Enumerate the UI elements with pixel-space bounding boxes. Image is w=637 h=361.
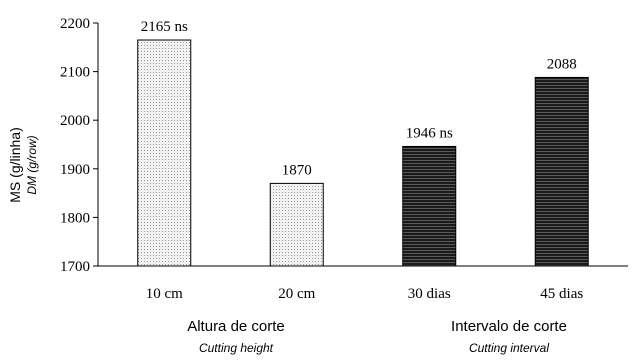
bar-10-cm [137, 39, 192, 267]
x-tick-label: 45 dias [540, 286, 583, 302]
group-label-cutting-interval: Intervalo de corte Cutting interval [451, 318, 567, 355]
group-sublabel-cutting-height: Cutting height [199, 341, 274, 355]
bar-20-cm [269, 182, 324, 267]
group-label-altura: Altura de corte [187, 318, 285, 335]
x-axis-tick-labels: 10 cm 20 cm 30 dias 45 dias [146, 286, 584, 302]
bar-45-dias [534, 76, 589, 267]
group-sublabel-cutting-interval: Cutting interval [469, 341, 549, 355]
y-tick-label: 2100 [60, 65, 90, 81]
x-tick-label: 10 cm [146, 286, 183, 302]
y-tick-label: 1900 [60, 162, 90, 178]
bar-30-dias [402, 145, 457, 267]
data-label: 1870 [282, 162, 312, 178]
group-label-intervalo: Intervalo de corte [451, 318, 567, 335]
x-tick-label: 30 dias [408, 286, 451, 302]
y-axis-title: MS (g/linha) DM (g/row) [7, 127, 39, 202]
y-axis-sublabel: DM (g/row) [25, 135, 39, 194]
data-label: 2088 [547, 56, 577, 72]
x-tick-label: 20 cm [278, 286, 315, 302]
y-tick-label: 2200 [60, 16, 90, 32]
data-label: 1946 ns [406, 125, 453, 141]
data-labels: 2165 ns 1870 1946 ns 2088 [141, 19, 577, 178]
y-axis-label: MS (g/linha) [7, 127, 23, 202]
data-label: 2165 ns [141, 19, 188, 35]
y-tick-label: 2000 [60, 113, 90, 129]
group-label-cutting-height: Altura de corte Cutting height [187, 318, 285, 355]
bars [137, 39, 589, 267]
y-tick-label: 1800 [60, 210, 90, 226]
y-axis-ticks: 1700 1800 1900 2000 2100 2200 [60, 16, 98, 275]
y-tick-label: 1700 [60, 259, 90, 275]
